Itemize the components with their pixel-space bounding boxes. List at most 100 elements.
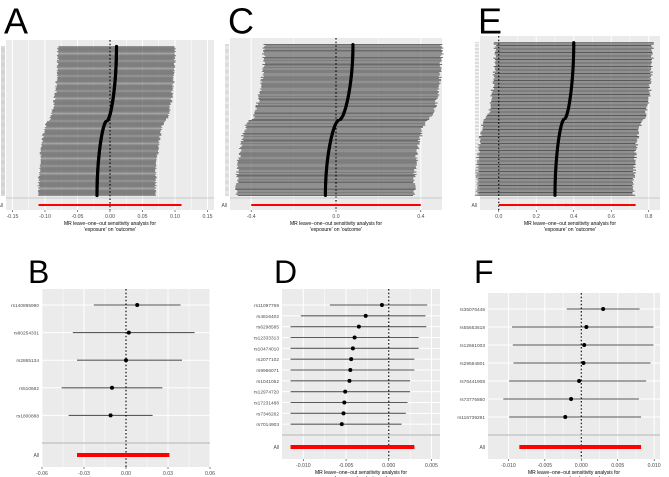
- panel-a: A All -0.15 -0.10 -0.05 0.00 0.05 0.10 0.15 MR le…: [0, 1, 214, 233]
- overall-point: [352, 445, 357, 449]
- point-estimate: [124, 358, 128, 363]
- point-estimate: [126, 330, 131, 335]
- x-tick-label: 0.8: [645, 214, 652, 220]
- x-tick-label: -0.010: [296, 463, 311, 469]
- x-axis-label: MR leave−one−out sensitivity analysis fo…: [315, 470, 407, 476]
- snp-label: rs17231488: [254, 401, 280, 407]
- panel-letter: C: [228, 1, 254, 42]
- overall-point: [565, 203, 568, 207]
- point-estimate: [110, 385, 114, 390]
- panel-letter: B: [28, 254, 49, 290]
- snp-label: rs10474010: [254, 346, 280, 352]
- snp-label: rs12333313: [254, 336, 280, 342]
- snp-label: rs7014903: [256, 422, 279, 428]
- snp-label: rs29584801: [460, 361, 486, 367]
- point-estimate: [582, 343, 587, 347]
- point-estimate: [343, 389, 348, 394]
- point-estimate: [347, 378, 352, 383]
- snp-label: rs73776860: [460, 397, 486, 403]
- point-estimate: [108, 413, 113, 418]
- snp-label: rs4816402: [256, 314, 279, 320]
- plot-background: [282, 289, 440, 459]
- snp-label: rs140895990: [11, 303, 39, 309]
- x-tick-label: -0.010: [501, 463, 516, 469]
- point-estimate: [601, 307, 606, 311]
- x-tick-label: -0.10: [39, 214, 51, 220]
- point-estimate: [553, 193, 557, 197]
- x-tick-label: 0.15: [202, 214, 212, 220]
- snp-label: rs76441908: [460, 379, 486, 385]
- x-tick-label: 0.000: [575, 463, 588, 469]
- x-tick-label: 0.4: [570, 214, 577, 220]
- snp-label: rs1041052: [256, 379, 279, 385]
- panel-letter: E: [478, 1, 502, 42]
- overall-label: All: [221, 203, 227, 209]
- x-tick-label: 0.000: [382, 463, 395, 469]
- point-estimate: [349, 357, 354, 362]
- x-tick-label: 0.4: [417, 214, 424, 220]
- snp-label: rs7346262: [256, 411, 279, 417]
- snp-label: rs2865134: [16, 358, 39, 364]
- x-axis-label: 'exposure' on 'outcome': [310, 227, 362, 233]
- point-estimate: [348, 368, 353, 372]
- x-tick-label: -0.005: [339, 463, 354, 469]
- snp-label: rs6298585: [256, 325, 279, 331]
- x-axis-label: MR leave−one−out sensitivity analysis fo…: [64, 221, 156, 227]
- panel-c: C All -0.4 0.0 0.4 MR leave−one−out sensitivi…: [221, 1, 444, 233]
- x-tick-label: 0.6: [608, 214, 615, 220]
- x-tick-label: -0.05: [72, 214, 84, 220]
- snp-label: rs12974720: [254, 390, 280, 396]
- point-estimate: [342, 400, 347, 405]
- overall-label: All: [479, 445, 485, 451]
- point-estimate: [363, 313, 368, 318]
- x-axis-label: 'exposure' on 'outcome': [84, 227, 136, 233]
- point-estimate: [352, 335, 357, 340]
- x-tick-label: 0.05: [137, 214, 147, 220]
- x-tick-label: 0.005: [425, 463, 438, 469]
- overall-point: [334, 203, 338, 207]
- x-tick-label: 0.00: [121, 471, 131, 477]
- point-estimate: [569, 397, 574, 401]
- x-tick-label: -0.005: [537, 463, 552, 469]
- x-tick-label: -0.15: [7, 214, 19, 220]
- x-tick-label: 0.005: [611, 463, 624, 469]
- snp-label: rs510662: [19, 386, 39, 392]
- x-tick-label: 0.010: [648, 463, 661, 469]
- point-estimate: [338, 117, 342, 122]
- x-tick-label: 0.10: [170, 214, 180, 220]
- overall-label: All: [33, 453, 39, 459]
- overall-point: [108, 203, 112, 207]
- snp-label: rs80254331: [14, 331, 40, 337]
- snp-label: rs12661003: [460, 343, 486, 349]
- panel-e: E All 0.0 0.2 0.4 0.6 0.8 MR leave−one−out sens…: [471, 1, 660, 233]
- x-axis-label: 'exposure' on 'outcome': [544, 227, 596, 233]
- snp-label: rs55653618: [460, 325, 486, 331]
- point-estimate: [379, 303, 384, 307]
- point-estimate: [350, 346, 355, 351]
- x-tick-label: 0.2: [533, 214, 540, 220]
- panel-letter: A: [4, 1, 28, 42]
- x-tick-label: 0.0: [495, 214, 502, 220]
- x-axis-label: MR leave−one−out sensitivity analysis fo…: [524, 221, 616, 227]
- point-estimate: [135, 303, 140, 307]
- overall-point: [579, 445, 584, 449]
- x-tick-label: 0.03: [163, 471, 173, 477]
- plot-background: [488, 293, 660, 459]
- point-estimate: [95, 193, 99, 198]
- x-tick-label: 0.06: [205, 471, 215, 477]
- overall-label: All: [0, 203, 3, 209]
- overall-point: [124, 453, 128, 457]
- point-estimate: [563, 415, 568, 419]
- x-tick-label: -0.03: [78, 471, 90, 477]
- x-tick-label: 0.00: [105, 214, 115, 220]
- snp-label: rs35076445: [460, 307, 486, 313]
- point-estimate: [577, 379, 582, 383]
- point-estimate: [356, 324, 361, 329]
- snp-label: rs9966071: [256, 368, 279, 374]
- point-estimate: [341, 411, 346, 416]
- x-axis-label: MR leave−one−out sensitivity analysis fo…: [528, 470, 620, 476]
